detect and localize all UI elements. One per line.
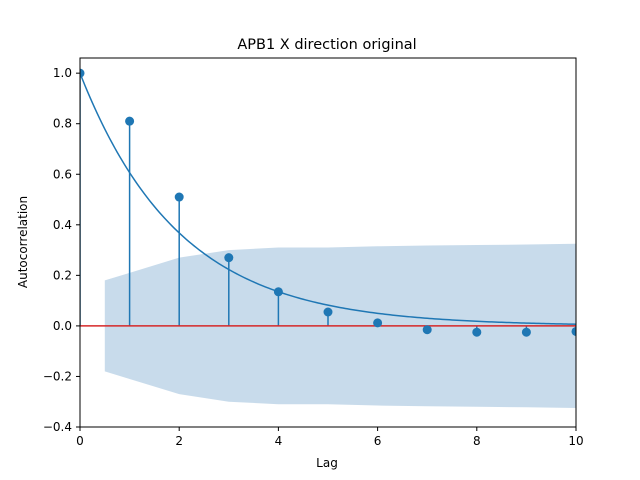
- acf-point-6: [373, 318, 383, 328]
- x-tick-label-0: 0: [76, 434, 84, 448]
- y-tick-label--0.4: −0.4: [43, 420, 72, 434]
- acf-point-7: [422, 325, 432, 335]
- acf-point-9: [521, 327, 531, 337]
- x-tick-label-8: 8: [473, 434, 481, 448]
- acf-point-3: [224, 253, 234, 263]
- y-tick-label-0.6: 0.6: [53, 167, 72, 181]
- y-tick-label--0.2: −0.2: [43, 369, 72, 383]
- acf-point-10: [571, 326, 576, 336]
- x-tick-label-2: 2: [175, 434, 183, 448]
- y-axis-label: Autocorrelation: [16, 196, 30, 288]
- acf-point-8: [472, 327, 482, 337]
- axes-frame: [79, 57, 577, 428]
- y-tick-label-0.2: 0.2: [53, 268, 72, 282]
- y-tick-label-0.8: 0.8: [53, 117, 72, 131]
- x-axis-label: Lag: [316, 456, 338, 470]
- x-tick-label-4: 4: [275, 434, 283, 448]
- acf-point-2: [174, 192, 184, 202]
- acf-point-5: [323, 307, 333, 317]
- x-tick-label-6: 6: [374, 434, 382, 448]
- acf-point-1: [125, 116, 135, 126]
- y-tick-label-1: 1.0: [53, 66, 72, 80]
- acf-point-4: [273, 287, 283, 297]
- acf-point-0: [80, 68, 85, 78]
- y-tick-label-0.4: 0.4: [53, 218, 72, 232]
- y-tick-label-0: 0.0: [53, 319, 72, 333]
- plot-area: [80, 68, 576, 409]
- exponential-fit-line: [80, 72, 576, 325]
- chart-title: APB1 X direction original: [237, 37, 416, 53]
- axis-ticks: 0 2 4 6 8 10 −0.4 −0.2 0.0 0.2 0.4 0.6 0.8 1.0: [43, 66, 584, 448]
- x-tick-label-10: 10: [568, 434, 583, 448]
